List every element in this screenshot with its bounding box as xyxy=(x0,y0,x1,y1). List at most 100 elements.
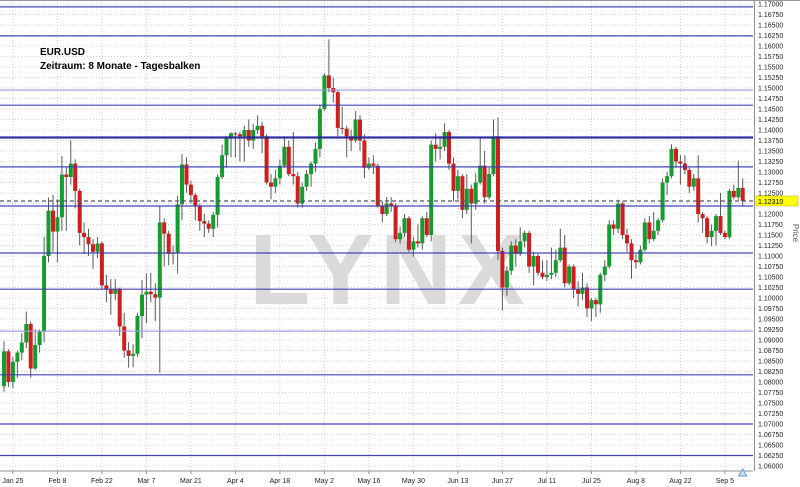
candle-down xyxy=(148,291,153,295)
support-resistance-lines xyxy=(0,6,756,457)
candle-up xyxy=(19,342,24,353)
chart-title-block: EUR.USD Zeitraum: 8 Monate - Tagesbalken xyxy=(40,47,200,72)
date-tick-label: Feb 22 xyxy=(91,478,113,485)
candle-down xyxy=(77,190,82,233)
candle-up xyxy=(567,266,572,284)
candle-down xyxy=(51,210,55,232)
candle-up xyxy=(273,178,278,187)
candle-down xyxy=(620,203,625,235)
candle-up xyxy=(68,163,73,177)
lynx-watermark: LYNX xyxy=(249,214,531,326)
candle-down xyxy=(269,182,273,187)
candle-up xyxy=(736,187,741,198)
candle-down xyxy=(122,326,127,351)
candle-up xyxy=(553,260,558,273)
period-subtitle: Zeitraum: 8 Monate - Tagesbalken xyxy=(40,61,201,72)
candle-down xyxy=(358,119,362,141)
candle-down xyxy=(326,75,331,88)
candle-down xyxy=(153,294,158,298)
price-tick-label: 1.17000 xyxy=(758,2,783,9)
candle-up xyxy=(113,288,118,294)
price-tick-label: 1.06500 xyxy=(758,443,783,450)
candle-down xyxy=(460,176,465,210)
candle-down xyxy=(469,188,474,204)
candle-up xyxy=(15,352,20,362)
date-tick-label: Mar 7 xyxy=(137,478,155,485)
candle-up xyxy=(727,190,732,238)
candle-down xyxy=(375,165,380,206)
date-tick-label: Jun 13 xyxy=(447,478,468,485)
candle-down xyxy=(593,300,598,305)
price-tick-label: 1.15500 xyxy=(758,65,783,72)
price-tick-label: 1.07500 xyxy=(758,401,783,408)
price-tick-label: 1.14750 xyxy=(758,96,783,103)
price-tick-label: 1.11250 xyxy=(758,243,783,250)
price-tick-label: 1.16000 xyxy=(758,44,783,51)
candle-up xyxy=(491,136,496,175)
candle-up xyxy=(651,230,656,240)
price-tick-label: 1.09000 xyxy=(758,338,783,345)
candle-up xyxy=(59,174,64,218)
candle-down xyxy=(246,130,251,141)
candle-up xyxy=(313,148,318,164)
candle-down xyxy=(447,132,451,164)
candle-up xyxy=(55,217,60,232)
price-tick-label: 1.06750 xyxy=(758,432,783,439)
candle-up xyxy=(384,203,389,214)
candle-down xyxy=(380,205,385,214)
candle-up xyxy=(317,109,322,149)
candle-down xyxy=(700,214,705,219)
date-tick-label: Aug 8 xyxy=(627,478,645,485)
current-price-label: 1.12310 xyxy=(758,199,783,206)
candle-down xyxy=(562,247,567,284)
candle-down xyxy=(527,232,532,267)
candle-down xyxy=(406,218,411,250)
date-tick-label: May 16 xyxy=(357,478,380,485)
price-tick-label: 1.10000 xyxy=(758,296,783,303)
candle-up xyxy=(642,222,647,250)
candle-down xyxy=(126,350,131,356)
candle-up xyxy=(157,222,162,298)
candle-up xyxy=(229,133,233,139)
date-tick-label: Mar 21 xyxy=(180,478,202,485)
candle-down xyxy=(585,287,589,309)
candle-down xyxy=(633,260,638,263)
candle-down xyxy=(117,288,122,327)
candle-up xyxy=(304,174,309,187)
candle-down xyxy=(206,223,211,229)
price-tick-label: 1.08500 xyxy=(758,359,783,366)
price-tick-label: 1.09250 xyxy=(758,327,783,334)
candle-down xyxy=(722,232,727,238)
candle-up xyxy=(131,353,136,356)
candle-up xyxy=(464,188,469,210)
candle-down xyxy=(371,163,376,166)
candle-up xyxy=(255,125,260,130)
candle-up xyxy=(420,218,425,244)
date-tick-label: Sep 5 xyxy=(716,478,734,485)
candle-down xyxy=(678,161,683,164)
candle-down xyxy=(496,136,500,251)
candle-down xyxy=(687,169,692,187)
date-tick-label: Feb 8 xyxy=(48,478,66,485)
candle-up xyxy=(211,214,216,229)
price-tick-label: 1.10750 xyxy=(758,264,783,271)
candle-down xyxy=(611,224,616,229)
date-tick-label: Aug 22 xyxy=(669,478,691,485)
watermark: LYNX xyxy=(249,214,531,326)
candle-down xyxy=(424,218,429,235)
candle-up xyxy=(322,75,327,109)
date-tick-label: May 2 xyxy=(315,478,334,485)
date-tick-label: Apr 4 xyxy=(227,478,244,485)
candle-down xyxy=(513,245,518,254)
candle-up xyxy=(509,245,514,271)
price-tick-label: 1.09750 xyxy=(758,306,783,313)
candle-up xyxy=(549,272,554,275)
candles xyxy=(2,39,745,392)
candle-down xyxy=(393,205,398,240)
candle-down xyxy=(188,184,193,196)
candle-up xyxy=(455,176,460,191)
price-tick-label: 1.06250 xyxy=(758,453,783,460)
candle-up xyxy=(224,138,229,156)
